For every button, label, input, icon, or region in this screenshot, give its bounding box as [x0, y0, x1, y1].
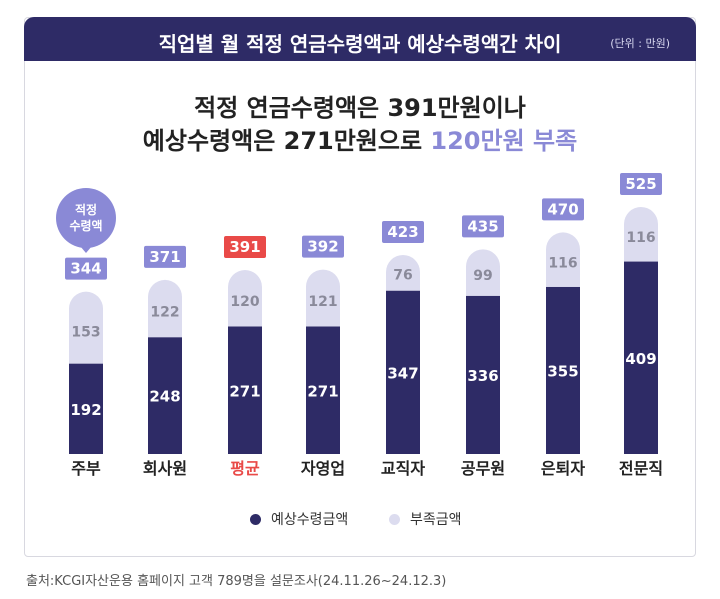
data-label-shortfall: 116 [626, 230, 655, 246]
bar-expected [148, 337, 182, 454]
headline-line-2-prefix: 예상수령액은 271만원으로 [142, 127, 431, 155]
bar-expected [228, 326, 262, 454]
bar-shortfall [306, 269, 340, 327]
total-badge [65, 257, 107, 280]
total-badge [542, 198, 584, 221]
data-label-shortfall: 76 [393, 268, 412, 284]
x-tick-label: 교직자 [381, 459, 425, 478]
bar-shortfall [228, 270, 262, 327]
bar-shortfall [69, 291, 103, 364]
total-badge [620, 173, 662, 195]
x-tick-label: 주부 [71, 459, 101, 478]
data-label-total: 470 [547, 200, 578, 218]
data-label-total: 525 [625, 175, 656, 193]
bar-expected [386, 290, 420, 454]
data-label-expected: 355 [547, 362, 578, 380]
x-tick-label: 은퇴자 [541, 459, 585, 478]
data-label-expected: 248 [149, 388, 180, 406]
data-label-shortfall: 99 [473, 268, 492, 284]
bar-shortfall [624, 207, 658, 262]
callout-bubble [56, 188, 116, 248]
bar-expected [624, 261, 658, 454]
source-note: 출처:KCGI자산운용 홈페이지 고객 789명을 설문조사(24.11.26~… [26, 574, 447, 589]
bar-shortfall [466, 249, 500, 296]
headline-line-2: 예상수령액은 271만원으로 120만원 부족 [0, 121, 720, 156]
x-tick-label: 평균 [230, 459, 260, 478]
unit-label: (단위 : 만원) [610, 37, 670, 50]
data-label-total: 392 [307, 238, 338, 256]
data-label-shortfall: 121 [308, 294, 337, 310]
data-label-expected: 271 [307, 382, 338, 400]
chart-card [24, 17, 696, 557]
chart-header: 직업별 월 적정 연금수령액과 예상수령액간 차이 (단위 : 만원) [24, 17, 696, 61]
callout-text-line-1: 적정 [75, 202, 97, 217]
data-label-expected: 336 [467, 367, 498, 385]
bar-shortfall [386, 254, 420, 291]
data-label-total: 435 [467, 217, 498, 235]
x-tick-label: 회사원 [143, 459, 187, 478]
data-label-shortfall: 120 [230, 294, 259, 310]
legend-swatch-shortfall [389, 513, 400, 525]
bar-expected [306, 326, 340, 454]
x-tick-label: 공무원 [461, 459, 505, 478]
bar-expected [69, 363, 103, 454]
data-label-expected: 347 [387, 364, 418, 382]
legend-item-expected: 예상수령금액 [250, 509, 348, 529]
data-label-shortfall: 122 [150, 304, 179, 320]
data-label-total: 371 [149, 248, 180, 266]
data-label-expected: 192 [70, 401, 101, 419]
legend-item-shortfall: 부족금액 [389, 509, 462, 529]
headline-shortfall: 120만원 부족 [430, 127, 578, 155]
total-badge [224, 236, 266, 259]
legend-swatch-expected [250, 513, 261, 525]
data-label-shortfall: 153 [71, 324, 100, 340]
headline-line-1: 적정 연금수령액은 391만원이나 [194, 94, 526, 122]
callout-text-line-2: 수령액 [69, 219, 102, 233]
chart-title: 직업별 월 적정 연금수령액과 예상수령액간 차이 [158, 32, 562, 56]
x-tick-label: 자영업 [301, 459, 345, 478]
data-label-expected: 409 [625, 350, 656, 368]
data-label-expected: 271 [229, 382, 260, 400]
legend-label-shortfall: 부족금액 [410, 512, 462, 528]
total-badge [462, 215, 504, 238]
x-tick-label: 전문직 [619, 459, 663, 478]
legend-label-expected: 예상수령금액 [271, 512, 349, 528]
data-label-total: 344 [70, 260, 101, 278]
bar-expected [466, 295, 500, 454]
bar-expected [546, 286, 580, 454]
callout-pointer [80, 246, 92, 253]
total-badge [302, 235, 344, 258]
bar-shortfall [546, 232, 580, 287]
bar-shortfall [148, 279, 182, 338]
total-badge [382, 220, 424, 243]
data-label-shortfall: 116 [548, 255, 577, 271]
data-label-total: 391 [229, 238, 260, 256]
data-label-total: 423 [387, 223, 418, 241]
total-badge [144, 245, 186, 268]
